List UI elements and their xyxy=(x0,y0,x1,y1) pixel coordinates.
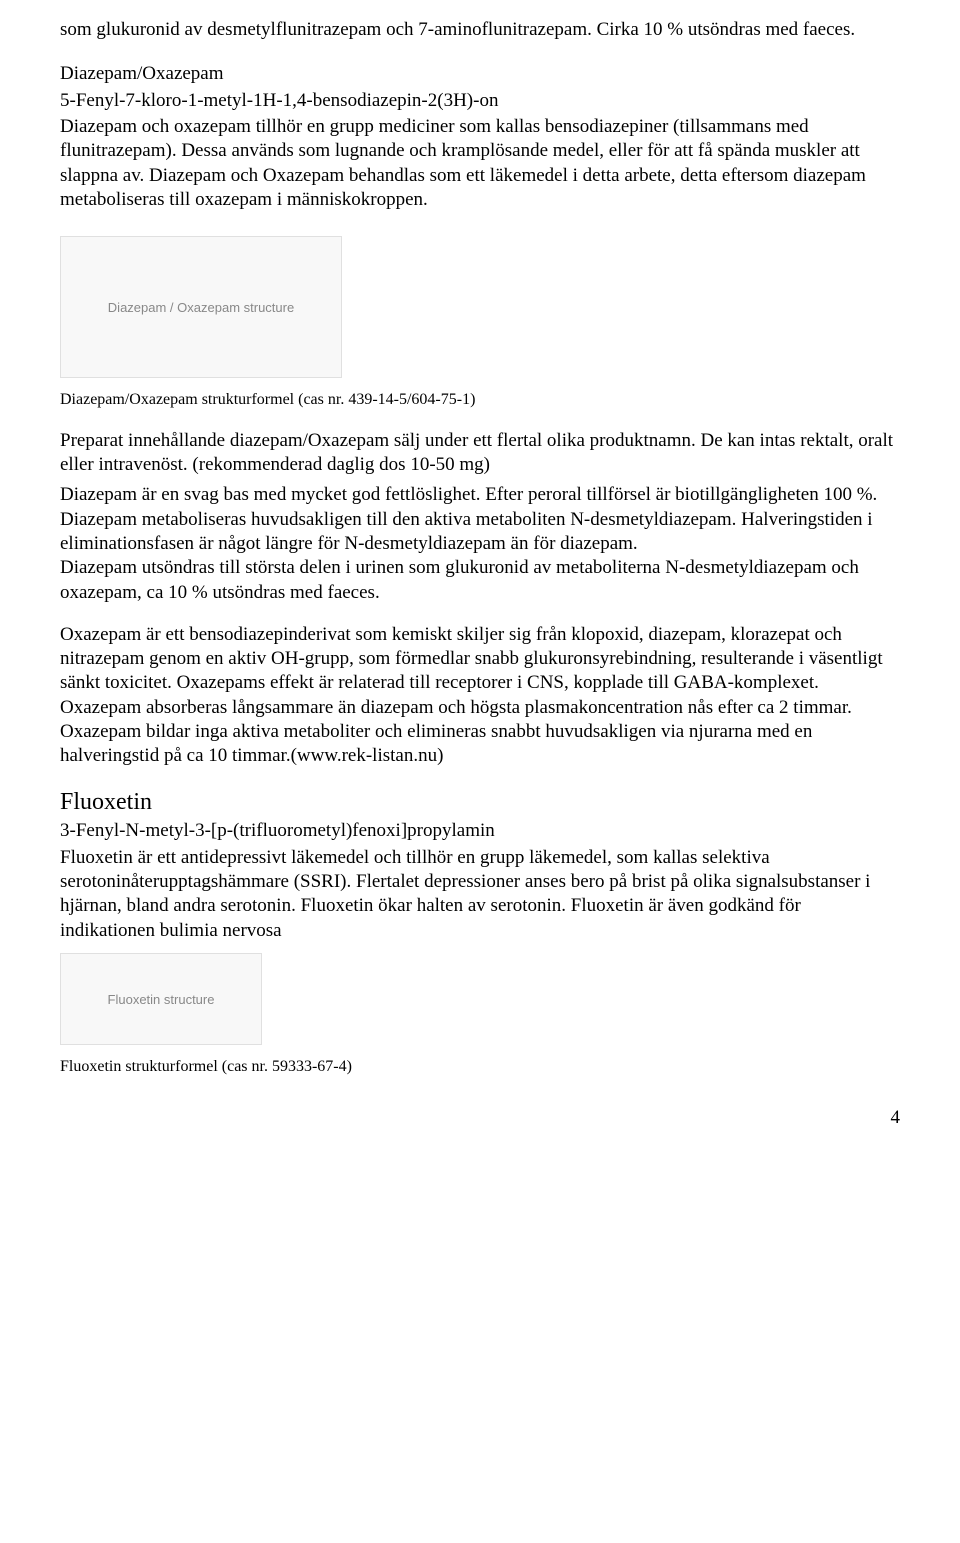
paragraph-diazepam-props: Diazepam är en svag bas med mycket god f… xyxy=(60,483,900,556)
paragraph-preparat: Preparat innehållande diazepam/Oxazepam … xyxy=(60,429,900,478)
paragraph-intro: som glukuronid av desmetylflunitrazepam … xyxy=(60,18,900,42)
section-diazepam-body: Diazepam och oxazepam tillhör en grupp m… xyxy=(60,115,900,212)
chem-structure-icon: Diazepam / Oxazepam structure xyxy=(60,236,342,378)
paragraph-diazepam-excretion: Diazepam utsöndras till största delen i … xyxy=(60,556,900,605)
fluoxetin-body-highlight: Fluoxetin ökar halten av serotonin. xyxy=(301,895,566,916)
paragraph-oxazepam: Oxazepam är ett bensodiazepinderivat som… xyxy=(60,623,900,769)
chem-structure-icon: Fluoxetin structure xyxy=(60,953,262,1045)
section-diazepam-chemname: 5-Fenyl-7-kloro-1-metyl-1H-1,4-bensodiaz… xyxy=(60,89,900,113)
section-fluoxetin-title: Fluoxetin xyxy=(60,787,900,818)
figure-diazepam-caption: Diazepam/Oxazepam strukturformel (cas nr… xyxy=(60,390,900,410)
section-fluoxetin-body: Fluoxetin är ett antidepressivt läkemede… xyxy=(60,846,900,943)
figure-diazepam-structure: Diazepam / Oxazepam structure xyxy=(60,236,900,378)
document-page: som glukuronid av desmetylflunitrazepam … xyxy=(0,0,960,1169)
page-number: 4 xyxy=(60,1107,900,1129)
figure-fluoxetin-structure: Fluoxetin structure xyxy=(60,953,900,1045)
section-diazepam-title: Diazepam/Oxazepam xyxy=(60,62,900,86)
figure-fluoxetin-caption: Fluoxetin strukturformel (cas nr. 59333-… xyxy=(60,1057,900,1077)
section-fluoxetin-chemname: 3-Fenyl-N-metyl-3-[p-(trifluorometyl)fen… xyxy=(60,819,900,843)
